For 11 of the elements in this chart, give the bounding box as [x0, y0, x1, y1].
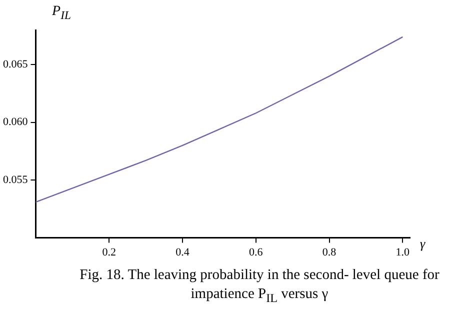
y-axis-title: P$_{IL}$ [52, 4, 71, 22]
x-tick-label: 0.2 [102, 246, 116, 258]
x-tick-label: 1.0 [396, 246, 410, 258]
x-tick-label: 0.4 [176, 246, 190, 258]
x-tick-label: 0.8 [322, 246, 337, 258]
y-tick-label: 0.055 [3, 174, 28, 186]
y-tick-label: 0.065 [3, 58, 28, 71]
caption: Fig. 18. The leaving probability in the second- level queue for impatience P$_{IL}$ versus γ [78, 266, 440, 307]
x-axis-title: γ [420, 236, 426, 252]
y-tick-label: 0.060 [3, 116, 28, 128]
x-tick-label: 0.6 [249, 246, 264, 258]
